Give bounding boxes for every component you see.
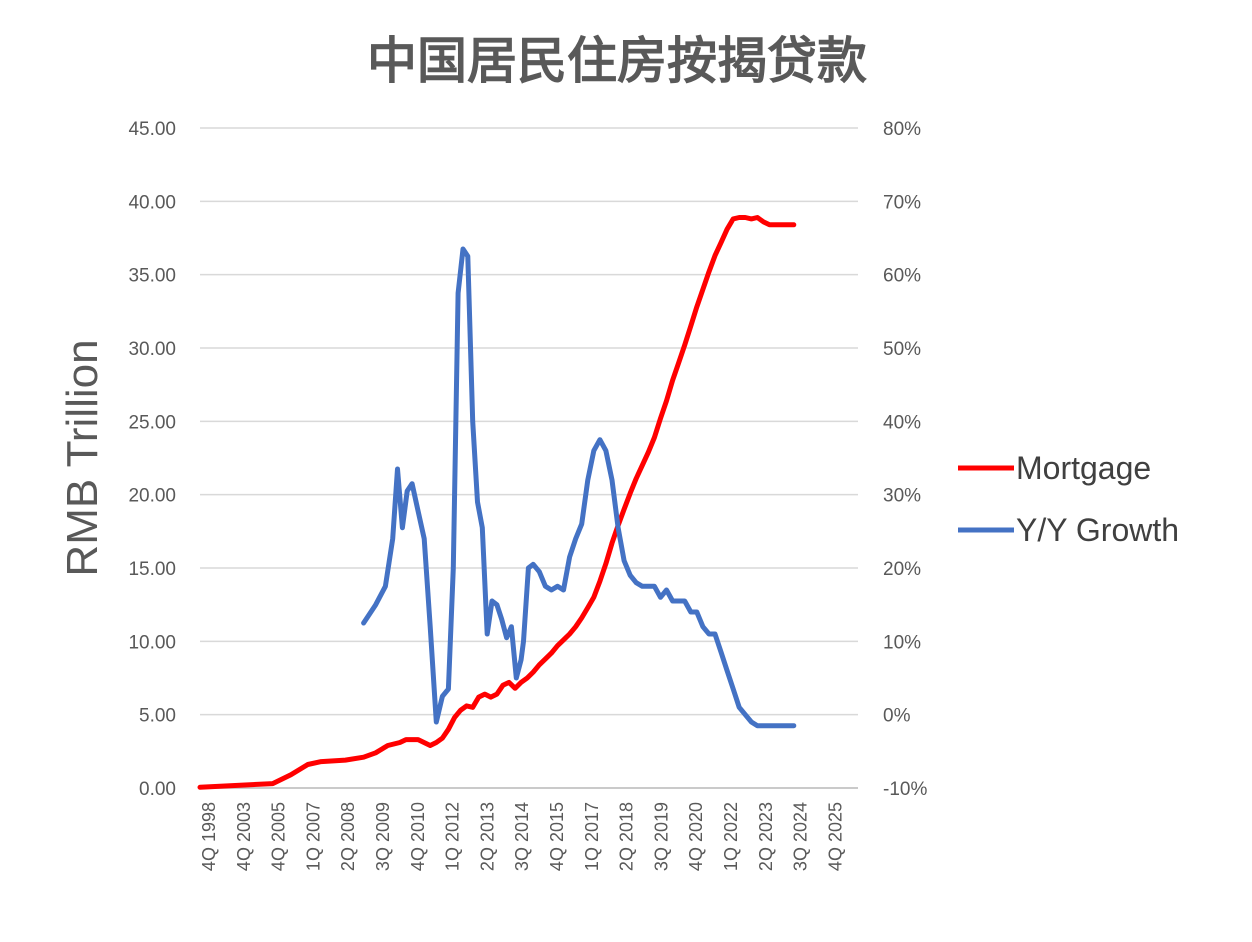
right-y-axis: -10% 0% 10% 20% 30% 40% 50% 60% 70% 80%: [883, 119, 927, 800]
x-tick-label: 4Q 2015: [547, 802, 567, 871]
x-tick-label: 3Q 2009: [373, 802, 393, 871]
legend-label: Y/Y Growth: [1016, 512, 1179, 548]
x-tick-label: 2Q 2008: [338, 802, 358, 871]
x-tick-label: 1Q 2012: [443, 802, 463, 871]
y-tick-label: 30.00: [128, 339, 176, 360]
series-lines: [197, 215, 797, 790]
x-tick-label: 2Q 2013: [477, 802, 497, 871]
y-tick-label: 5.00: [139, 706, 176, 727]
y2-tick-label: 10%: [883, 632, 921, 653]
series-line-yoy-growth: [361, 246, 797, 729]
y2-tick-label: 70%: [883, 192, 921, 213]
y-tick-label: 10.00: [128, 632, 176, 653]
y2-tick-label: 60%: [883, 266, 921, 287]
x-tick-label: 4Q 2003: [234, 802, 254, 871]
series-line-mortgage: [197, 215, 797, 790]
legend: Mortgage Y/Y Growth: [958, 450, 1179, 548]
y-tick-label: 45.00: [128, 119, 176, 140]
x-tick-label: 4Q 2005: [269, 802, 289, 871]
y2-tick-label: 80%: [883, 119, 921, 140]
y-tick-label: 15.00: [128, 559, 176, 580]
left-y-axis: 0.00 5.00 10.00 15.00 20.00 25.00 30.00 35.00 40…: [128, 119, 176, 800]
x-tick-label: 4Q 2010: [408, 802, 428, 871]
y-tick-label: 0.00: [139, 779, 176, 800]
x-tick-label: 2Q 2018: [617, 802, 637, 871]
chart-title: 中国居民住房按揭贷款: [367, 32, 867, 90]
x-tick-label: 4Q 2025: [825, 802, 845, 871]
x-tick-label: 3Q 2014: [512, 802, 532, 871]
y2-tick-label: 50%: [883, 339, 921, 360]
x-tick-label: 3Q 2024: [791, 802, 811, 871]
legend-label: Mortgage: [1016, 450, 1151, 486]
y-axis-label: RMB Trillion: [58, 339, 107, 576]
y2-tick-label: 0%: [883, 706, 911, 727]
y2-tick-label: -10%: [883, 779, 927, 800]
x-tick-label: 1Q 2022: [721, 802, 741, 871]
y-tick-label: 35.00: [128, 266, 176, 287]
x-tick-label: 1Q 2017: [582, 802, 602, 871]
x-tick-label: 1Q 2007: [303, 802, 323, 871]
x-tick-label: 3Q 2019: [651, 802, 671, 871]
y-tick-label: 20.00: [128, 486, 176, 507]
y2-tick-label: 30%: [883, 486, 921, 507]
x-axis: 4Q 1998 4Q 2003 4Q 2005 1Q 2007 2Q 2008 3Q 20…: [199, 787, 858, 871]
x-tick-label: 4Q 2020: [686, 802, 706, 871]
x-tick-label: 2Q 2023: [756, 802, 776, 871]
y2-tick-label: 40%: [883, 412, 921, 433]
x-tick-label: 4Q 1998: [199, 802, 219, 871]
gridlines: [200, 127, 858, 789]
y2-tick-label: 20%: [883, 559, 921, 580]
y-tick-label: 40.00: [128, 192, 176, 213]
y-tick-label: 25.00: [128, 412, 176, 433]
